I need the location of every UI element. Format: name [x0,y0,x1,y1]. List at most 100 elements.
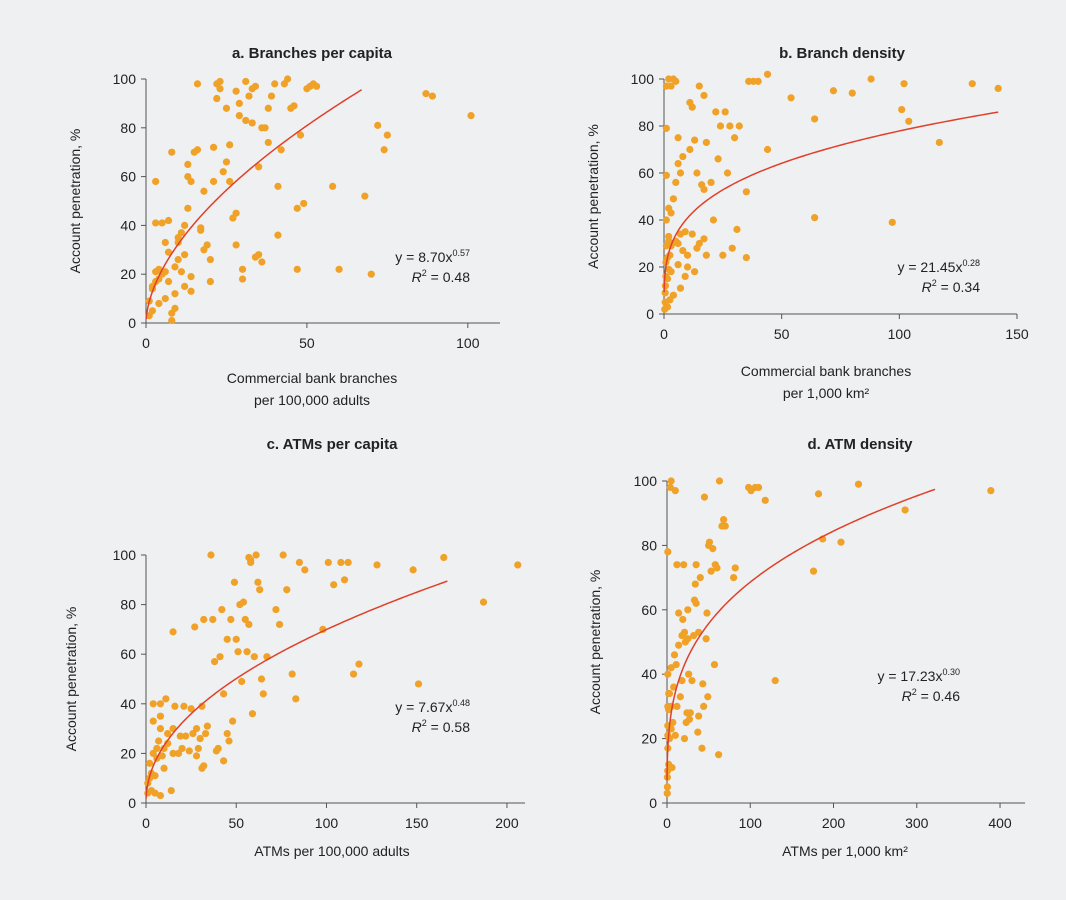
data-point [222,104,231,112]
data-point [156,791,165,800]
y-tick-label: 100 [634,473,658,489]
data-point [248,710,257,718]
y-tick-label: 80 [120,597,136,613]
y-tick-label: 20 [120,266,136,282]
data-point [257,675,266,683]
data-point [226,141,234,149]
data-point [226,177,234,186]
y-tick-label: 40 [120,696,136,712]
data-point [293,204,301,212]
data-point [187,705,195,713]
data-point [735,122,743,130]
x-tick-label: 150 [405,815,429,831]
data-point [715,477,724,485]
data-point [684,606,692,614]
data-point [324,558,332,567]
data-point [716,122,725,130]
r-squared: R2 = 0.58 [412,718,471,735]
data-point [692,599,700,607]
data-point [728,244,736,252]
data-point [277,146,285,154]
data-point [148,307,157,315]
data-point [837,538,845,546]
data-point [293,265,301,273]
y-tick-label: 20 [641,731,657,747]
data-point [238,677,246,686]
data-point [160,744,168,753]
trend-equation: y = 8.70x0.57 [395,248,470,265]
panel-3: c. ATMs per capita 0 20 40 60 80 100 0 50 100 150 2… [63,436,525,859]
data-point [337,558,345,567]
r-squared: R2 = 0.46 [902,687,961,704]
data-point [361,192,369,200]
data-point [674,134,682,142]
trend-equation: y = 17.23x0.30 [877,667,960,684]
y-tick-label: 0 [646,306,654,322]
data-point [709,216,718,224]
data-point [176,732,184,740]
data-point [232,241,240,249]
data-point [235,99,243,107]
data-point [867,75,875,83]
data-point [672,660,680,669]
data-point [189,729,197,738]
data-point [160,764,168,772]
x-tick-label: 200 [822,815,846,831]
data-point [155,737,163,745]
data-point [514,561,522,569]
data-point [206,277,214,286]
data-point [667,82,675,90]
data-point [288,670,296,678]
data-point [254,578,262,586]
data-point [726,122,734,130]
data-point [811,115,819,123]
data-point [156,700,165,708]
data-point [340,576,349,584]
x-axis-label: ATMs per 100,000 adults [254,843,409,859]
data-point [707,178,715,186]
data-point [174,255,182,264]
data-point [171,290,179,298]
x-tick-label: 0 [660,326,668,342]
data-point [259,690,267,698]
y-tick-label: 80 [638,118,654,134]
data-point [216,85,224,93]
y-tick-label: 60 [120,169,136,185]
data-point [242,116,250,125]
data-point [676,693,684,701]
data-point [667,209,675,217]
data-point [177,229,185,237]
panel-1: a. Branches per capita 0 20 40 60 80 100 0 50 100… [67,45,500,408]
data-point [665,232,673,241]
data-point [272,605,280,614]
trend-line [663,111,999,293]
data-point [162,695,170,703]
data-point [197,224,205,232]
data-point [671,731,679,739]
data-point [720,516,728,524]
data-point [763,145,772,154]
data-point [149,700,157,708]
data-point [216,653,224,661]
data-point [702,138,710,147]
data-point [691,580,699,588]
data-point [296,131,305,139]
data-point [676,284,685,292]
data-point [180,702,188,710]
data-point [905,117,913,125]
data-point [987,487,995,495]
y-tick-label: 0 [649,795,657,811]
data-point [968,80,976,88]
data-point [220,690,228,698]
panel-2: b. Branch density 0 20 40 60 80 100 0 50 100 150 Co… [585,45,1029,401]
data-point [888,218,896,226]
trend-equation: y = 7.67x0.48 [395,698,470,715]
y-tick-label: 40 [120,217,136,233]
data-point [312,82,321,90]
data-point [232,635,240,643]
data-point [696,574,704,582]
data-point [201,729,210,738]
data-point [675,609,683,617]
x-axis-label: per 100,000 adults [254,392,370,408]
data-point [200,762,208,770]
